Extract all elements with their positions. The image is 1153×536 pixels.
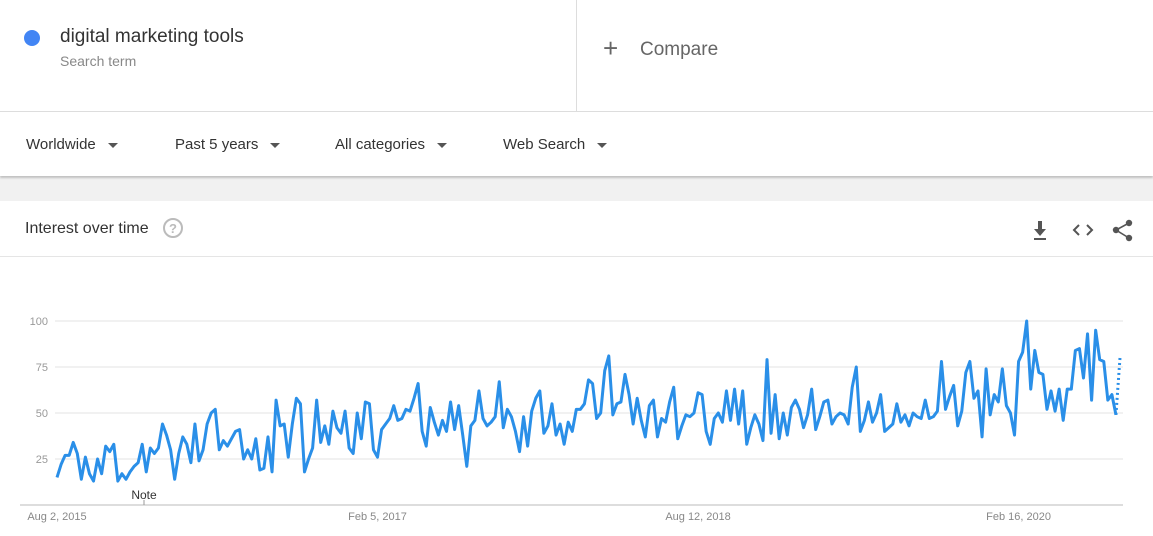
filter[interactable]: Past 5 years: [175, 136, 280, 153]
x-tick-label: Feb 5, 2017: [348, 511, 407, 523]
plus-icon[interactable]: +: [603, 33, 619, 63]
filter[interactable]: Web Search: [503, 136, 607, 153]
divider: [576, 0, 577, 111]
filter-bar: Worldwide Past 5 years All categories We…: [0, 112, 1153, 176]
trend-line: [55, 319, 1118, 483]
embed-icon[interactable]: [1072, 224, 1094, 236]
help-icon[interactable]: ?: [162, 217, 184, 239]
divider: [0, 256, 1153, 257]
card-title: Interest over time: [25, 220, 149, 237]
share-icon[interactable]: [1112, 219, 1133, 242]
x-tick-label: Aug 2, 2015: [27, 511, 86, 523]
x-tick-label: Aug 12, 2018: [665, 511, 730, 523]
y-tick-label: 100: [30, 316, 48, 328]
svg-text:?: ?: [169, 221, 177, 236]
y-tick-label: 25: [36, 454, 48, 466]
card-icons: [1034, 219, 1133, 242]
compare-button[interactable]: Compare: [640, 39, 719, 60]
y-tick-label: 75: [36, 362, 48, 374]
filter[interactable]: All categories: [335, 136, 447, 153]
note-label: Note: [131, 488, 157, 502]
search-term[interactable]: digital marketing tools: [60, 26, 244, 47]
filter[interactable]: Worldwide: [26, 136, 118, 153]
download-icon[interactable]: [1034, 221, 1046, 240]
x-tick-label: Feb 16, 2020: [986, 511, 1051, 523]
search-subtitle: Search term: [60, 53, 137, 69]
card: Interest over time ?: [0, 201, 1153, 536]
series-dot: [24, 30, 40, 46]
y-tick-label: 50: [36, 408, 48, 420]
partial-line: [1114, 357, 1122, 415]
header: digital marketing tools Search term + Co…: [0, 0, 1153, 112]
